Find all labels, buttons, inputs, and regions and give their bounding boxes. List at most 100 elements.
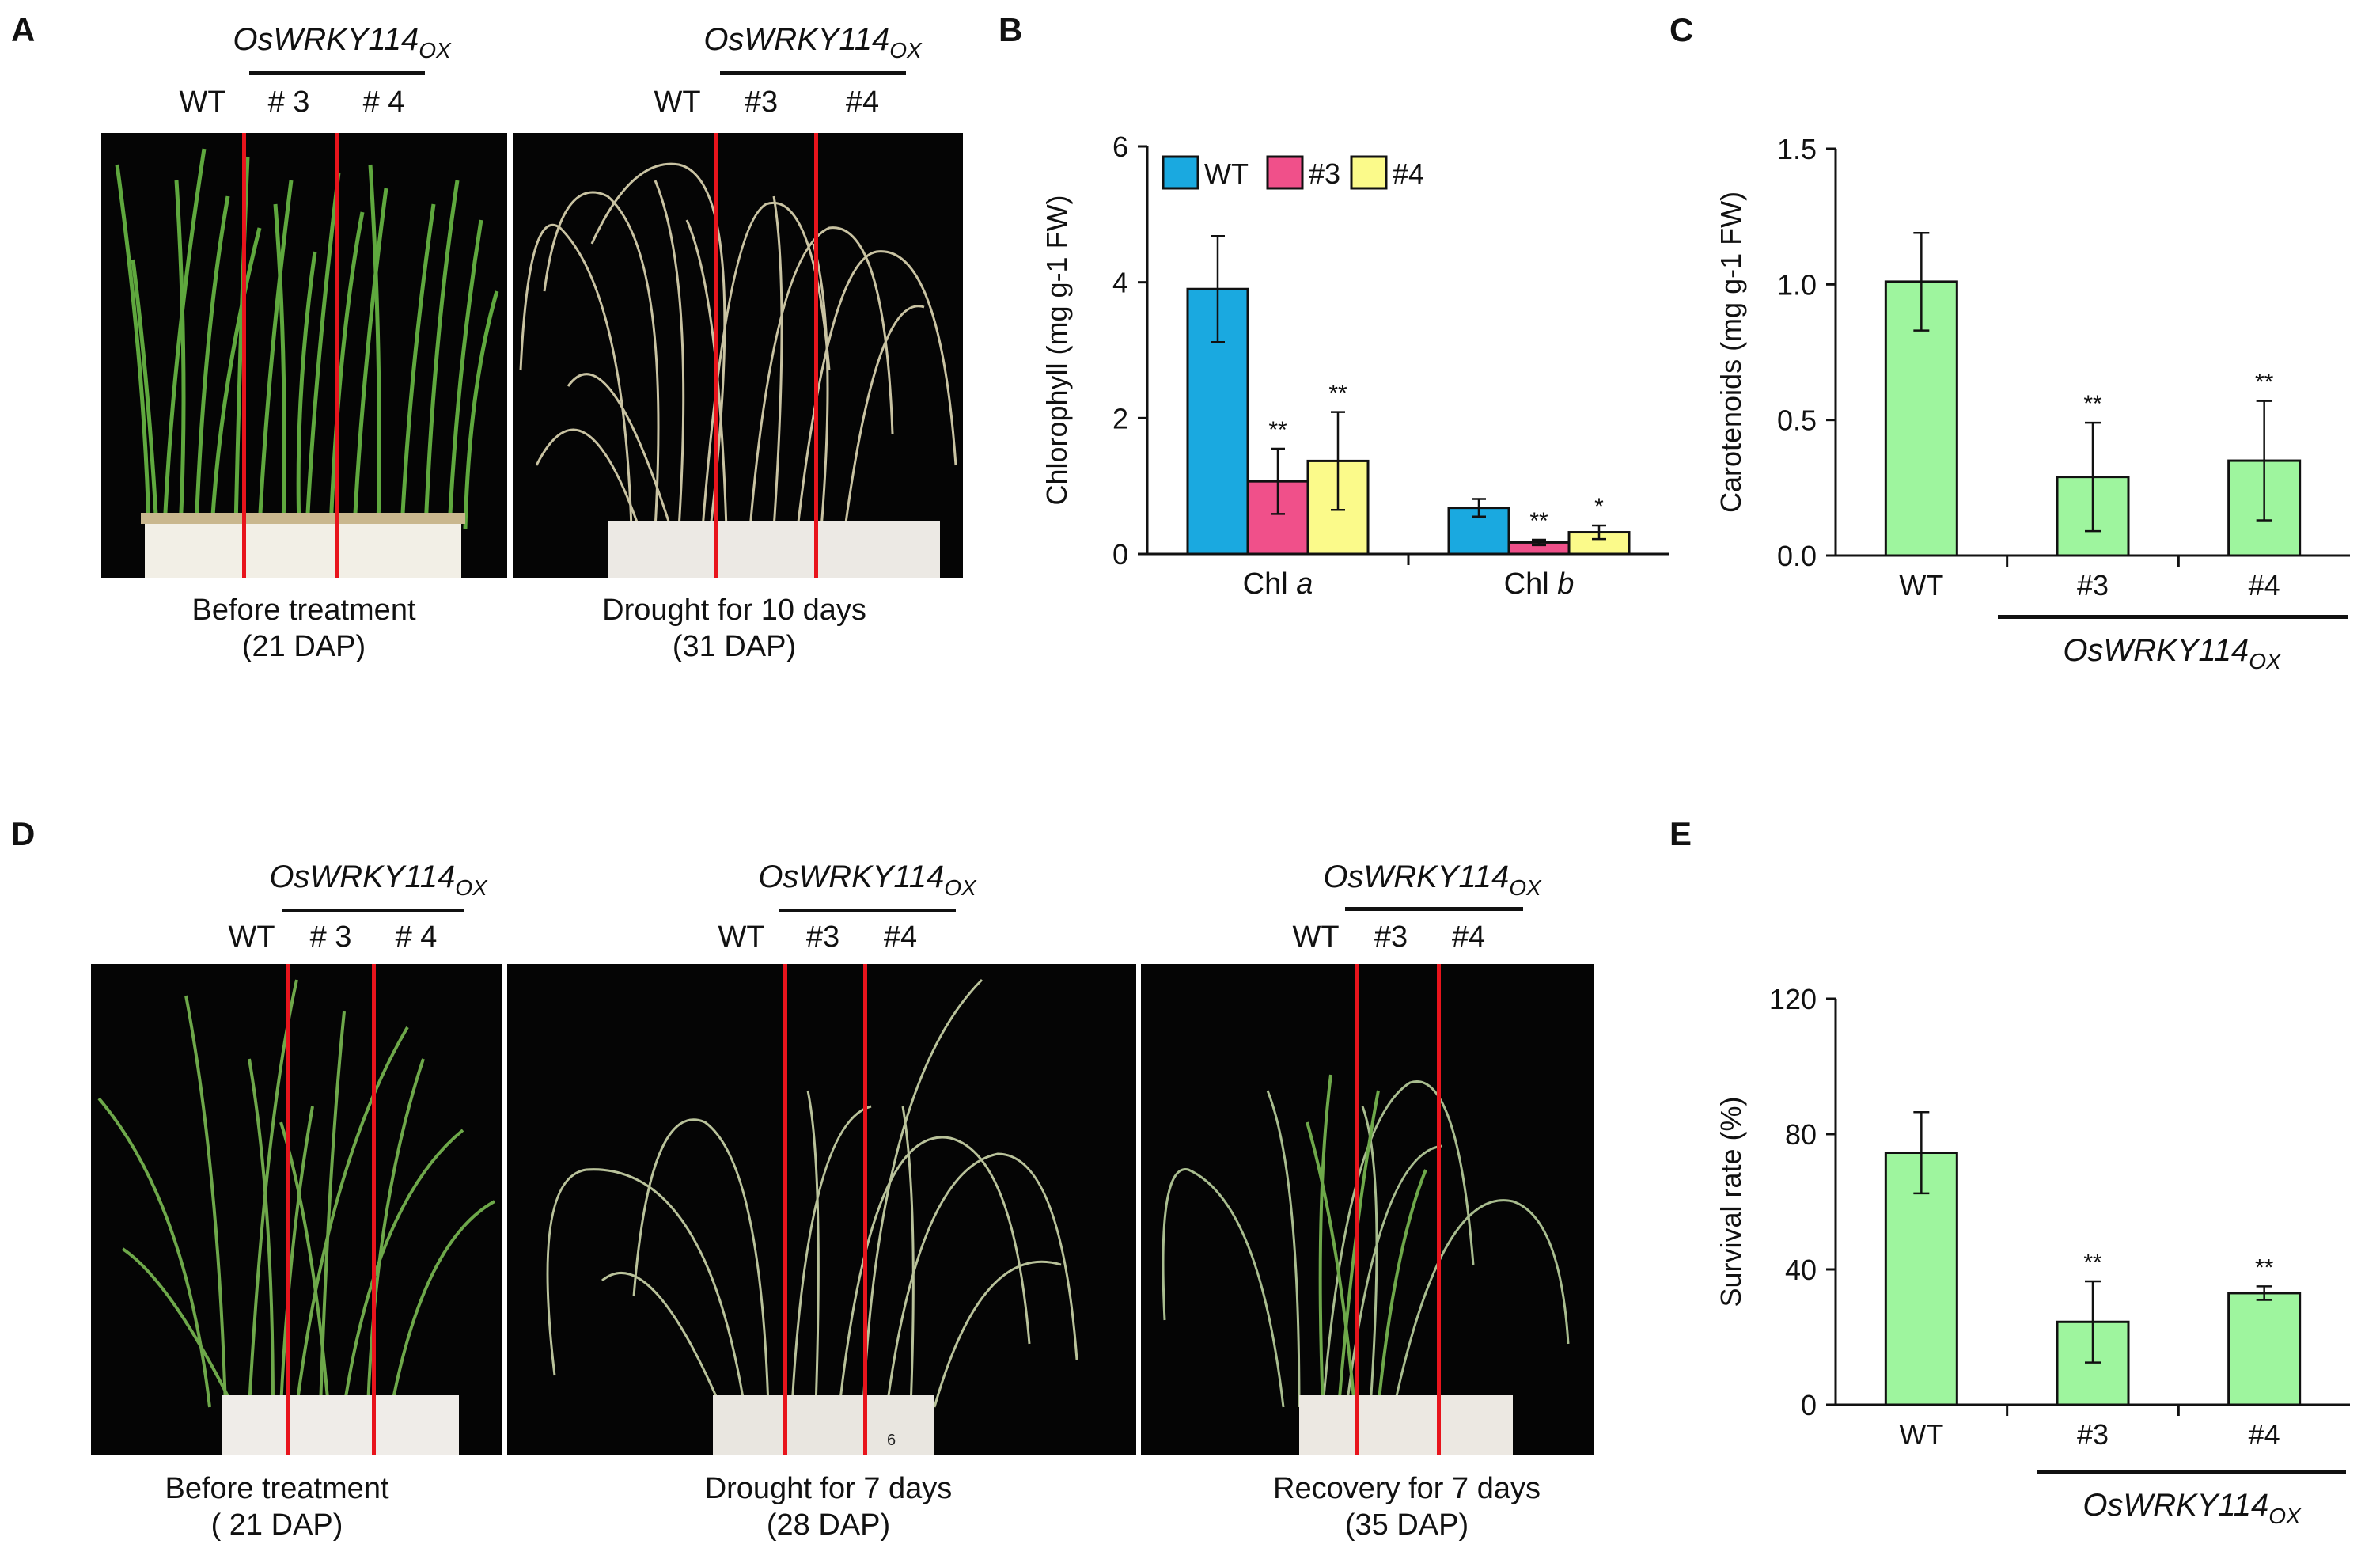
- a2-divider-2: [814, 133, 818, 578]
- b-significance-mark: **: [1328, 381, 1347, 407]
- c-y-axis-label: Carotenoids (mg g-1 FW): [1715, 192, 1747, 513]
- d2-caption: Drought for 7 days (28 DAP): [704, 1472, 953, 1542]
- e-significance-mark: **: [2255, 1254, 2274, 1281]
- e-y-axis-label: Survival rate (%): [1715, 1096, 1747, 1307]
- a2-genotype-title: OsWRKY114OX: [703, 22, 922, 63]
- e-x-tick-label: #3: [2077, 1418, 2109, 1451]
- d3-recovering-plants: [1162, 1074, 1570, 1455]
- d3-label-line3: #3: [1374, 920, 1408, 954]
- d3-plant-photo: [1141, 964, 1594, 1455]
- b-significance-mark: **: [1268, 417, 1287, 443]
- c-x-tick-label: #4: [2249, 569, 2280, 601]
- b-legend-swatch: [1266, 155, 1304, 190]
- d3-genotype-bar: [1345, 907, 1523, 911]
- e-y-tick-label: 40: [1785, 1254, 1817, 1286]
- b-y-tick-label: 6: [1112, 131, 1128, 163]
- c-genotype-label: OsWRKY114OX: [2063, 633, 2281, 673]
- e-genotype-label: OsWRKY114OX: [2082, 1488, 2301, 1528]
- d1-label-line4: # 4: [395, 920, 438, 954]
- c-y-tick-label: 0.5: [1777, 404, 1817, 437]
- a1-caption: Before treatment (21 DAP): [191, 594, 416, 663]
- a2-caption: Drought for 10 days (31 DAP): [602, 594, 866, 663]
- panel-e-letter: E: [1669, 815, 1692, 852]
- c-y-tick-label: 1.0: [1777, 268, 1817, 301]
- e-significance-mark: **: [2083, 1250, 2102, 1276]
- c-y-tick-label: 1.5: [1777, 133, 1817, 165]
- a1-plant-photo: [101, 133, 507, 578]
- d1-caption: Before treatment( 21 DAP): [165, 1472, 389, 1542]
- b-y-tick-label: 0: [1112, 538, 1128, 571]
- a1-label-wt: WT: [179, 85, 226, 119]
- b-significance-mark: *: [1594, 494, 1604, 520]
- b-y-axis-label: Chlorophyll (mg g-1 FW): [1040, 195, 1073, 505]
- b-legend-swatch: [1162, 155, 1199, 190]
- a2-pot: [608, 521, 940, 578]
- d2-plant-photo: 6: [507, 964, 1136, 1455]
- d3-genotype-title: OsWRKY114OX: [1323, 859, 1541, 900]
- d2-divider-2: [863, 964, 867, 1455]
- b-y-tick-label: 2: [1112, 402, 1128, 434]
- d3-divider-1: [1355, 964, 1359, 1455]
- panel-a-letter: A: [11, 11, 36, 48]
- d1-genotype-title: OsWRKY114OX: [269, 859, 487, 900]
- d1-genotype-bar: [282, 909, 464, 912]
- d2-pot-number: 6: [887, 1432, 896, 1449]
- d3-divider-2: [1437, 964, 1441, 1455]
- d2-label-wt: WT: [718, 920, 765, 954]
- a1-label-line4: # 4: [362, 85, 405, 119]
- d1-label-wt: WT: [228, 920, 275, 954]
- e-y-tick-label: 80: [1785, 1118, 1817, 1151]
- e-x-tick-label: #4: [2249, 1418, 2280, 1451]
- e-y-tick-label: 0: [1801, 1389, 1817, 1421]
- b-y-tick-label: 4: [1112, 267, 1128, 299]
- a1-divider-2: [335, 133, 339, 578]
- c-y-tick-label: 0.0: [1777, 540, 1817, 572]
- b-legend-label: WT: [1204, 157, 1249, 190]
- b-group-label: Chl b: [1504, 567, 1575, 601]
- d1-plant-photo: [91, 964, 502, 1455]
- d1-green-plants: [97, 979, 495, 1455]
- e-genotype-bar: [2037, 1470, 2346, 1474]
- panel-b-letter: B: [999, 11, 1023, 48]
- d3-label-wt: WT: [1292, 920, 1340, 954]
- b-significance-mark: **: [1529, 508, 1548, 534]
- c-significance-mark: **: [2255, 370, 2274, 396]
- d3-label-line4: #4: [1451, 920, 1486, 954]
- c-significance-mark: **: [2083, 391, 2102, 417]
- d1-divider-1: [286, 964, 290, 1455]
- d2-label-line4: #4: [883, 920, 918, 954]
- d3-pot: [1299, 1395, 1513, 1455]
- e-bar-line4: [2227, 1292, 2302, 1406]
- d2-genotype-bar: [779, 909, 956, 912]
- b-legend-swatch: [1350, 155, 1388, 190]
- survival-rate-chart: 0 40 80 120 Survival rate (%) WT ** #3 ** #4: [1715, 983, 2350, 1451]
- d2-pot: [713, 1395, 934, 1455]
- a1-label-line3: # 3: [267, 85, 310, 119]
- a2-label-line3: #3: [744, 85, 779, 119]
- a1-green-plants: [115, 148, 499, 578]
- d2-dried-plants: 6: [546, 978, 1078, 1455]
- a2-genotype-bar: [720, 71, 906, 75]
- d1-label-line3: # 3: [309, 920, 352, 954]
- b-group-label: Chl a: [1243, 567, 1313, 601]
- a1-genotype-bar: [249, 71, 425, 75]
- a1-divider-1: [242, 133, 246, 578]
- e-bar-wt: [1884, 1152, 1958, 1406]
- panel-c-letter: C: [1669, 11, 1694, 48]
- a2-divider-1: [714, 133, 718, 578]
- d2-label-line3: #3: [805, 920, 840, 954]
- a1-pot: [145, 519, 461, 578]
- d1-divider-2: [372, 964, 376, 1455]
- c-genotype-bar: [1998, 615, 2348, 619]
- a2-label-line4: #4: [845, 85, 880, 119]
- d2-genotype-title: OsWRKY114OX: [758, 859, 976, 900]
- e-y-tick-label: 120: [1769, 983, 1817, 1015]
- c-x-tick-label: #3: [2077, 569, 2109, 601]
- a1-genotype-title: OsWRKY114OX: [233, 22, 451, 63]
- d2-divider-1: [783, 964, 787, 1455]
- a2-dried-plants: [519, 162, 957, 578]
- a2-label-wt: WT: [654, 85, 701, 119]
- d1-pot: [222, 1395, 459, 1455]
- carotenoids-chart: 0.0 0.5 1.0 1.5 Carotenoids (mg g-1 FW) WT ** #…: [1715, 133, 2350, 601]
